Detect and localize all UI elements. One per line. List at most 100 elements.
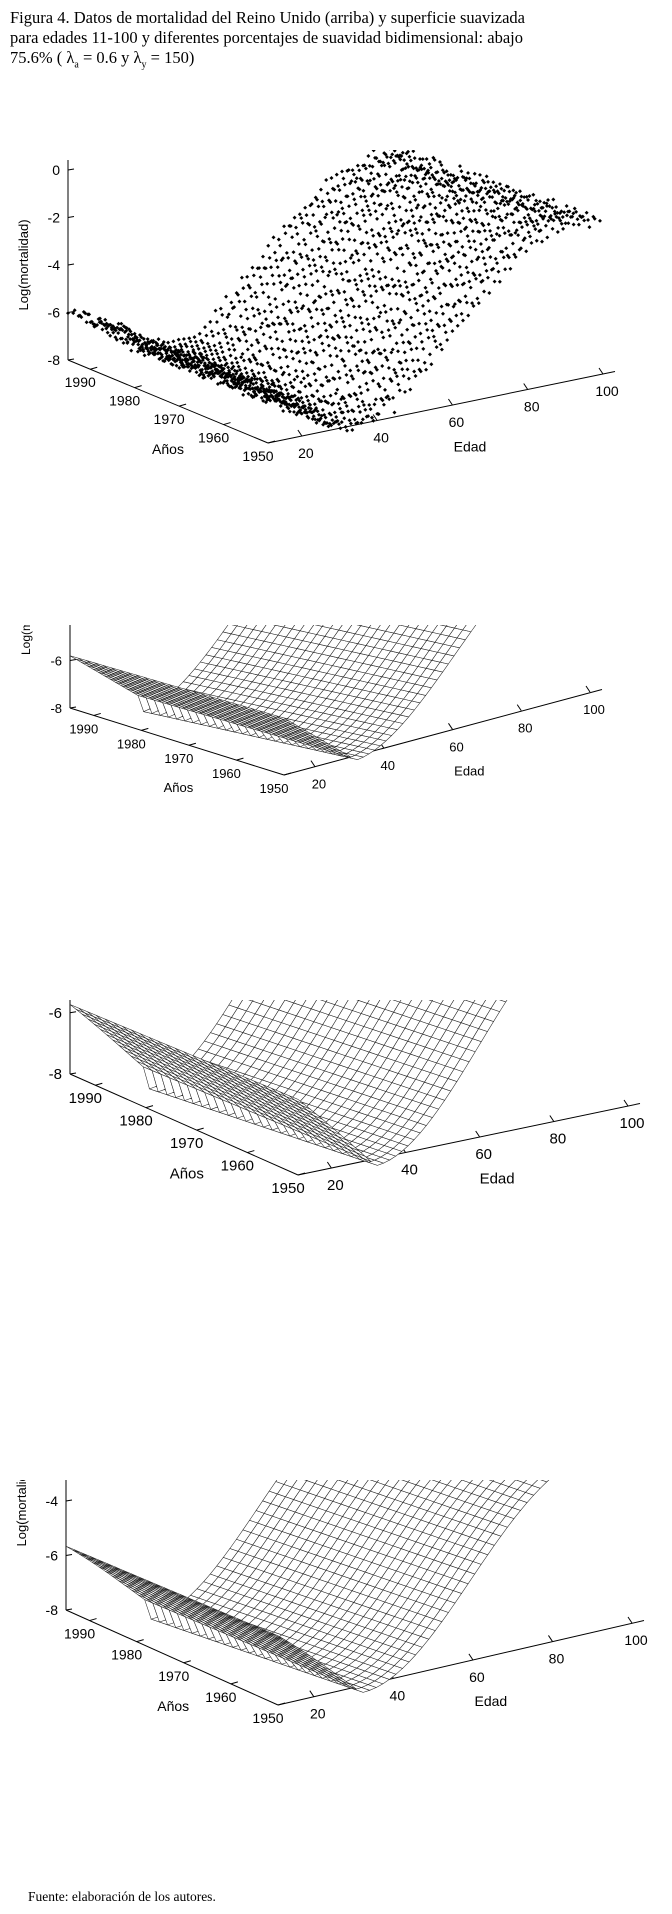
data-point [206, 357, 211, 362]
data-point [438, 342, 443, 347]
data-point [364, 351, 369, 356]
data-point [363, 299, 368, 304]
data-point [328, 353, 333, 358]
data-point [371, 233, 376, 238]
data-point [226, 383, 231, 388]
data-point [214, 320, 219, 325]
data-point [480, 178, 485, 183]
data-point [367, 208, 371, 213]
data-point [385, 182, 390, 187]
x-tick-label: 60 [449, 414, 465, 430]
data-point [488, 228, 493, 233]
data-point [270, 378, 274, 383]
data-point [220, 312, 225, 317]
data-point [276, 346, 281, 351]
data-point [334, 172, 339, 177]
caption-sub-a: a [74, 59, 79, 71]
data-point [381, 226, 386, 231]
data-point [309, 359, 314, 364]
data-point [355, 287, 360, 292]
data-point [330, 247, 335, 252]
data-point [434, 345, 439, 350]
data-point [495, 261, 500, 266]
data-point [176, 337, 181, 342]
data-point [262, 309, 267, 314]
data-point [429, 212, 434, 217]
data-point [228, 324, 233, 329]
y-tick [188, 742, 197, 746]
data-point [329, 289, 334, 294]
data-point [369, 171, 374, 176]
data-point [371, 176, 376, 181]
data-point [350, 428, 355, 432]
data-point [343, 363, 347, 368]
data-point [333, 346, 338, 351]
z-tick-label: -8 [48, 352, 61, 368]
data-point [347, 323, 352, 328]
data-point [406, 376, 411, 381]
data-point [368, 258, 373, 263]
data-point [316, 397, 321, 402]
axes: 0-2-4-6-82040608010019901980197019601950… [19, 625, 605, 796]
data-point [511, 220, 516, 225]
z-tick [65, 1554, 73, 1556]
data-point [456, 250, 461, 255]
data-point [412, 296, 417, 301]
data-point [377, 314, 382, 319]
data-point [480, 249, 485, 254]
data-point [455, 283, 460, 288]
data-point [108, 333, 113, 338]
data-point [339, 420, 344, 425]
data-point [349, 374, 354, 379]
data-point [294, 305, 299, 310]
data-point [230, 377, 235, 382]
data-point [363, 219, 368, 224]
data-point [271, 282, 276, 286]
surface-cell [314, 625, 324, 627]
data-point [360, 359, 365, 364]
y-tick [145, 1105, 154, 1109]
data-point [363, 267, 368, 272]
data-point [485, 211, 490, 216]
surface-cell [302, 1000, 317, 1010]
data-point [364, 271, 369, 276]
data-point [167, 345, 172, 350]
data-point [516, 233, 521, 238]
data-point [211, 333, 216, 338]
surface-cell [69, 1004, 86, 1014]
data-point [135, 349, 140, 354]
data-point [207, 344, 212, 349]
data-point [467, 279, 472, 284]
data-point [329, 210, 334, 215]
data-point [326, 273, 331, 278]
x-tick [585, 685, 591, 693]
data-point [273, 296, 278, 301]
data-point [498, 201, 503, 206]
data-point [333, 391, 338, 396]
data-point [434, 170, 439, 175]
x-axis-line [267, 371, 616, 444]
data-point [371, 150, 376, 153]
surface-cell [231, 625, 238, 627]
data-point [438, 182, 443, 187]
data-point [379, 330, 384, 335]
data-point [388, 188, 393, 193]
data-point [280, 339, 285, 344]
data-point [411, 194, 416, 199]
data-point [240, 325, 245, 330]
data-point [225, 378, 230, 383]
data-point [322, 412, 327, 417]
data-point [311, 258, 316, 262]
data-point [321, 394, 326, 399]
y-tick-label: 1990 [69, 1090, 102, 1107]
data-point [320, 199, 325, 204]
data-point [352, 197, 357, 202]
data-point [415, 271, 420, 276]
data-point [455, 323, 460, 328]
data-point [291, 285, 296, 290]
data-point [476, 301, 481, 306]
data-point [311, 212, 316, 217]
data-point [310, 283, 315, 288]
data-point [330, 292, 335, 297]
data-point [393, 219, 398, 224]
